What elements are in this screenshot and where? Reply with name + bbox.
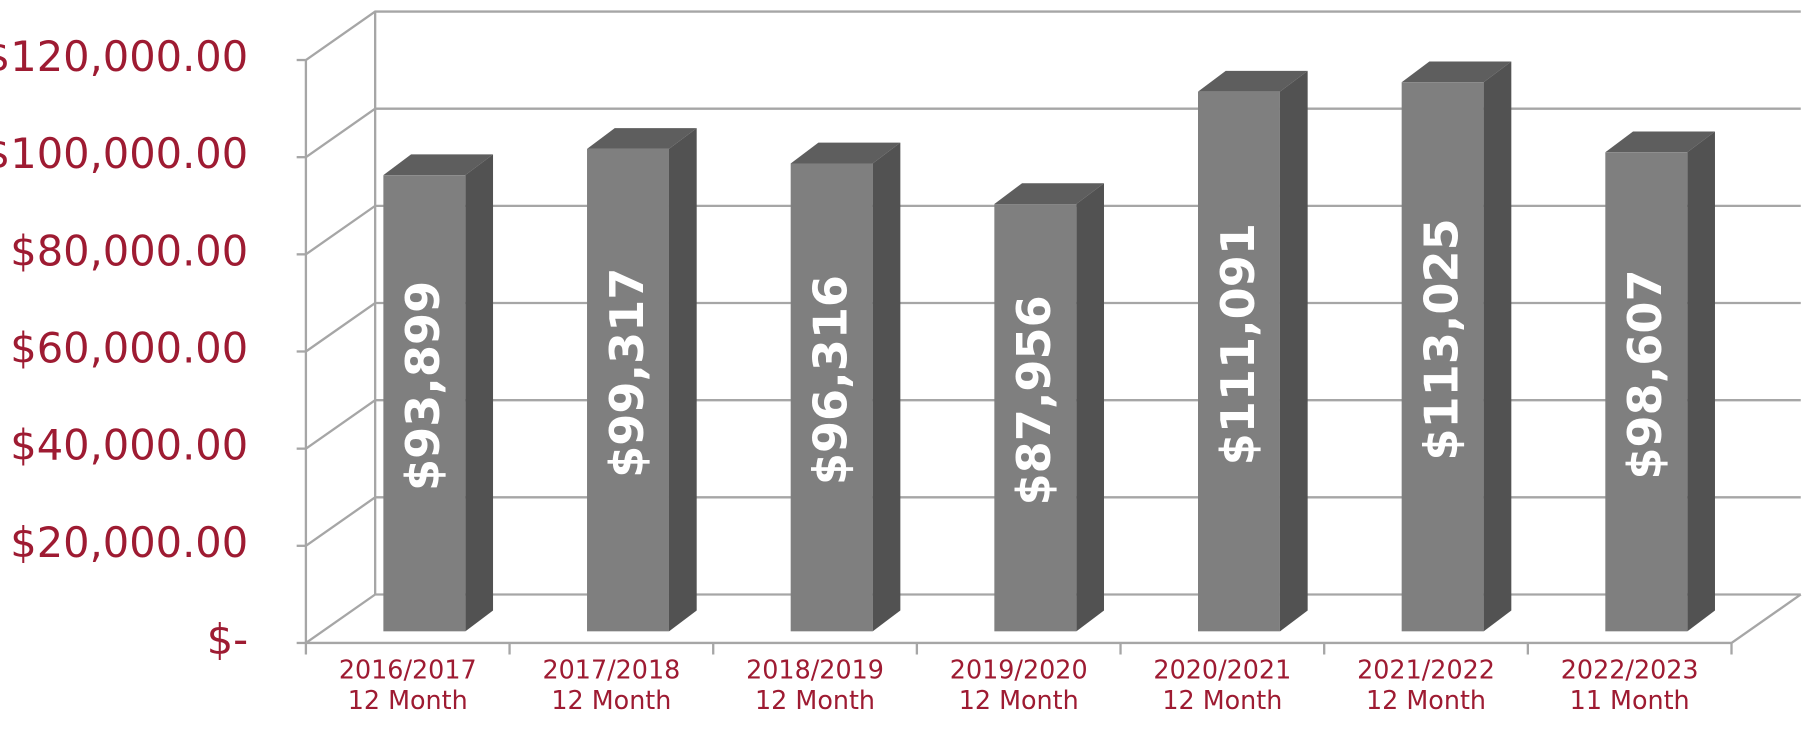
y-tick-label: $80,000.00 bbox=[10, 226, 248, 275]
data-label: $96,316 bbox=[803, 275, 857, 485]
bar-top bbox=[1605, 131, 1715, 153]
x-tick-label: 2019/2020 12 Month bbox=[949, 656, 1088, 716]
x-tick-label: 2018/2019 12 Month bbox=[746, 656, 884, 716]
y-tick-label: $20,000.00 bbox=[10, 518, 248, 567]
bar bbox=[994, 204, 1077, 632]
x-tick-label: 2020/2021 12 Month bbox=[1153, 656, 1292, 716]
grid-line bbox=[305, 204, 1801, 256]
bar bbox=[587, 148, 669, 632]
data-label: $113,025 bbox=[1414, 218, 1468, 460]
bar-top bbox=[587, 128, 697, 149]
bar-side bbox=[1483, 61, 1512, 632]
bar bbox=[1401, 82, 1484, 632]
grid-line bbox=[305, 399, 1801, 450]
bar bbox=[383, 175, 466, 632]
bar-top bbox=[790, 142, 901, 164]
data-label: $93,899 bbox=[396, 281, 450, 491]
x-tick-label: 2017/2018 12 Month bbox=[542, 656, 681, 716]
data-label: $98,607 bbox=[1618, 269, 1672, 479]
bar-top bbox=[383, 154, 494, 176]
y-tick-label: $120,000.00 bbox=[0, 32, 248, 81]
x-label-box: 2022/2023 11 Month bbox=[1560, 656, 1699, 716]
bar bbox=[790, 163, 873, 632]
bar-top bbox=[1198, 70, 1308, 92]
x-tick-label: 2016/2017 12 Month bbox=[338, 656, 477, 716]
x-label-box: 2020/2021 12 Month bbox=[1153, 656, 1292, 716]
bar bbox=[1605, 152, 1688, 632]
bar-side bbox=[465, 154, 494, 632]
y-tick-label: $60,000.00 bbox=[10, 323, 248, 372]
grid-line bbox=[305, 301, 1801, 353]
data-label: $99,317 bbox=[600, 268, 654, 478]
x-label-box: 2018/2019 12 Month bbox=[746, 656, 884, 716]
data-label: $87,956 bbox=[1007, 295, 1061, 505]
bar-side bbox=[872, 142, 901, 632]
x-label-box: 2016/2017 12 Month bbox=[338, 656, 477, 716]
bar-top bbox=[1401, 61, 1512, 83]
grid-line bbox=[305, 593, 1801, 644]
bar-side bbox=[1076, 183, 1105, 632]
y-tick-label: $- bbox=[207, 615, 248, 664]
bar-side bbox=[668, 128, 697, 632]
bar-top bbox=[994, 183, 1105, 205]
x-tick-label: 2021/2022 12 Month bbox=[1357, 656, 1495, 716]
grid-line bbox=[305, 496, 1801, 547]
x-label-box: 2019/2020 12 Month bbox=[949, 656, 1088, 716]
bar bbox=[1198, 91, 1280, 632]
bar-side bbox=[1279, 70, 1308, 632]
grid-line bbox=[305, 107, 1801, 159]
bar-side bbox=[1687, 131, 1715, 632]
x-label-box: 2017/2018 12 Month bbox=[542, 656, 681, 716]
x-label-box: 2021/2022 12 Month bbox=[1357, 656, 1495, 716]
y-tick-label: $100,000.00 bbox=[0, 129, 248, 178]
y-tick-label: $40,000.00 bbox=[10, 421, 248, 470]
grid-line bbox=[305, 10, 1801, 61]
x-tick-label: 2022/2023 11 Month bbox=[1560, 656, 1699, 716]
data-label: $111,091 bbox=[1211, 223, 1265, 465]
